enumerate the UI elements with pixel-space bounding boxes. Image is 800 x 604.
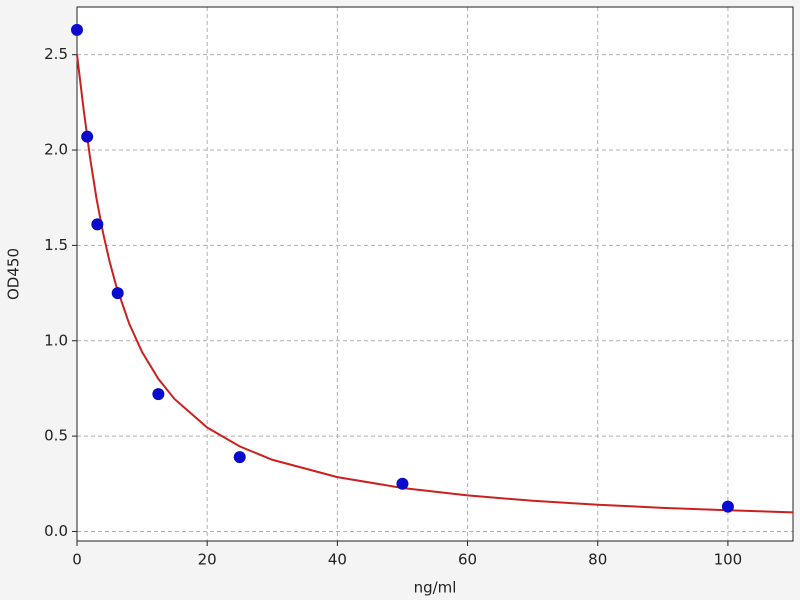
plot-background <box>77 7 793 541</box>
x-tick-label: 60 <box>458 551 477 569</box>
plot-frame <box>76 6 794 542</box>
y-tick-label: 1.5 <box>44 236 68 254</box>
data-point <box>111 287 124 300</box>
data-point <box>152 388 165 401</box>
x-tick-label: 100 <box>714 551 743 569</box>
data-point <box>396 477 409 490</box>
data-point <box>71 23 83 36</box>
y-tick-label: 1.0 <box>44 331 68 349</box>
x-axis-label: ng/ml <box>414 579 457 597</box>
x-tick-label: 80 <box>588 551 607 569</box>
y-tick-label: 2.0 <box>44 141 68 159</box>
x-tick-label: 20 <box>198 551 217 569</box>
data-point <box>91 218 104 231</box>
data-point <box>233 451 246 464</box>
data-point <box>81 130 94 143</box>
y-tick-label: 0.5 <box>44 427 68 445</box>
fit-curve <box>76 54 794 514</box>
data-point <box>721 500 734 513</box>
x-tick-label: 0 <box>72 551 82 569</box>
y-axis-label: OD450 <box>5 248 23 300</box>
x-tick-label: 40 <box>328 551 347 569</box>
y-tick-label: 2.5 <box>44 45 68 63</box>
y-tick-label: 0.0 <box>44 522 68 540</box>
